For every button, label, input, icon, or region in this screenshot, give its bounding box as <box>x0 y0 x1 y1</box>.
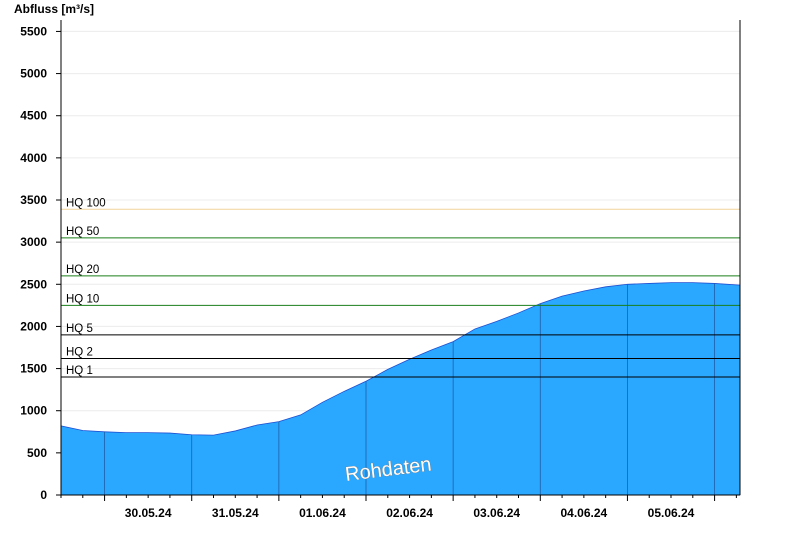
x-tick-label-1: 30.05.24 <box>125 506 172 520</box>
y-tick-label-3500: 3500 <box>20 193 47 207</box>
y-tick-label-4000: 4000 <box>20 151 47 165</box>
x-axis-ticks: 30.05.24 31.05.24 01.06.24 02.06.24 03.06.24… <box>60 495 737 520</box>
y-tick-label-2000: 2000 <box>20 319 47 333</box>
x-tick-label-6: 04.06.24 <box>561 506 608 520</box>
threshold-label-4: HQ 10 <box>66 293 99 305</box>
y-tick-label-5500: 5500 <box>20 24 47 38</box>
axes <box>60 20 741 496</box>
y-tick-label-500: 500 <box>27 446 47 460</box>
threshold-lines: HQ 1 HQ 2 HQ 5 HQ 10 HQ 20 HQ 50 HQ 100 <box>61 197 740 378</box>
y-axis-ticks: 0 500 1000 1500 2000 2500 3000 3500 4000 4500 5000… <box>20 24 61 502</box>
y-axis-label: Abfluss [m³/s] <box>14 2 94 16</box>
x-tick-label-5: 03.06.24 <box>473 506 520 520</box>
threshold-label-1: HQ 1 <box>66 365 93 377</box>
x-tick-label-4: 02.06.24 <box>386 506 433 520</box>
y-tick-label-1500: 1500 <box>20 362 47 376</box>
y-tick-label-3000: 3000 <box>20 235 47 249</box>
y-tick-label-0: 0 <box>40 488 47 502</box>
discharge-area-layer <box>60 282 741 496</box>
y-tick-label-1000: 1000 <box>20 404 47 418</box>
discharge-area <box>60 282 741 496</box>
gridlines <box>61 30 740 454</box>
x-tick-label-7: 05.06.24 <box>648 506 695 520</box>
y-tick-label-5000: 5000 <box>20 67 47 81</box>
threshold-label-2: HQ 2 <box>66 346 93 358</box>
threshold-label-7: HQ 100 <box>66 197 106 209</box>
x-tick-label-2: 31.05.24 <box>212 506 259 520</box>
threshold-label-6: HQ 50 <box>66 226 99 238</box>
y-tick-label-4500: 4500 <box>20 109 47 123</box>
threshold-label-5: HQ 20 <box>66 264 99 276</box>
y-tick-label-2500: 2500 <box>20 277 47 291</box>
x-tick-label-3: 01.06.24 <box>299 506 346 520</box>
threshold-label-3: HQ 5 <box>66 323 93 335</box>
